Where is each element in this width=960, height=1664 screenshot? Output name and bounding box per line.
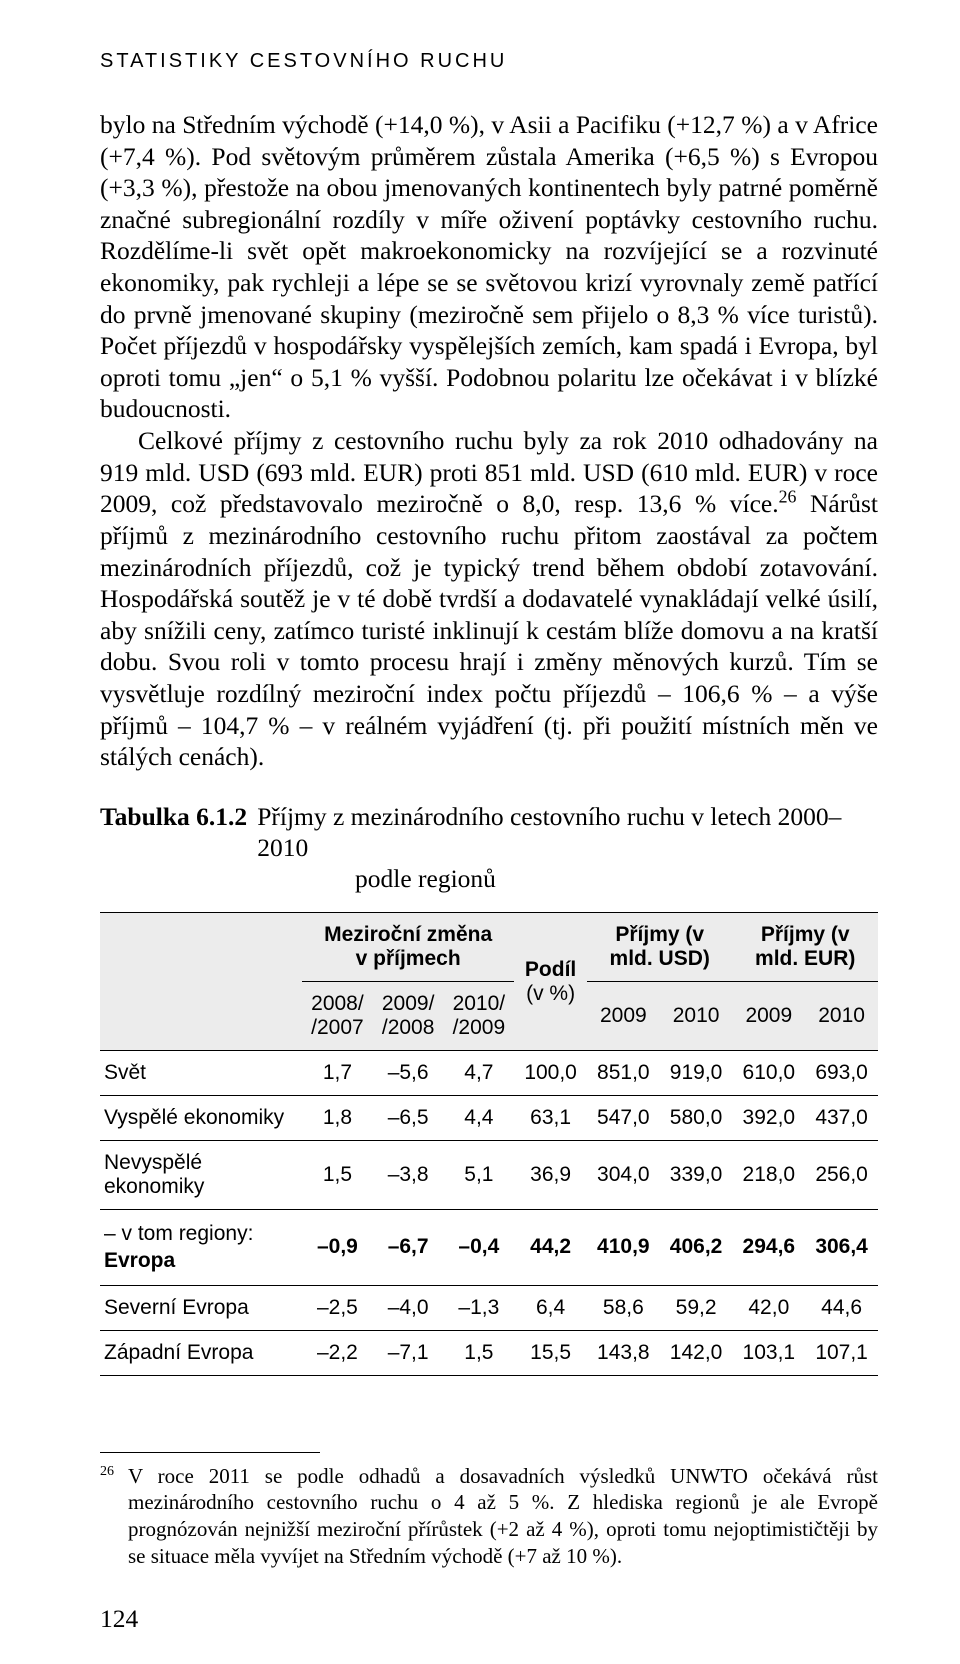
th-eur-2009: 2009 (732, 982, 805, 1051)
table-row: Nevyspělé ekonomiky1,5–3,85,136,9304,033… (100, 1141, 878, 1210)
footnote: 26 V roce 2011 se podle odhadů a dosavad… (100, 1463, 878, 1571)
cell: 6,4 (514, 1285, 587, 1330)
row-label: Nevyspělé ekonomiky (100, 1141, 302, 1210)
paragraph-2-part-a: Celkové příjmy z cestovního ruchu byly z… (100, 426, 878, 518)
cell: 851,0 (587, 1051, 660, 1096)
cell: 1,5 (444, 1330, 515, 1375)
paragraph-1: bylo na Středním východě (+14,0 %), v As… (100, 109, 878, 425)
row-label: Severní Evropa (100, 1285, 302, 1330)
cell: 143,8 (587, 1330, 660, 1375)
th-usd-2010: 2010 (660, 982, 733, 1051)
data-table: Meziroční změna v příjmech Podíl (v %) P… (100, 912, 878, 1376)
cell: 100,0 (514, 1051, 587, 1096)
cell: –0,4 (444, 1210, 515, 1286)
table-body: Svět1,7–5,64,7100,0851,0919,0610,0693,0V… (100, 1051, 878, 1376)
th-group-usd: Příjmy (v mld. USD) (587, 913, 732, 982)
cell: 1,8 (302, 1096, 373, 1141)
row-label: – v tom regiony:Evropa (100, 1210, 302, 1286)
cell: –0,9 (302, 1210, 373, 1286)
cell: 1,5 (302, 1141, 373, 1210)
cell: 406,2 (660, 1210, 733, 1286)
cell: –7,1 (373, 1330, 444, 1375)
row-label: Vyspělé ekonomiky (100, 1096, 302, 1141)
th-podil-top: Podíl (525, 958, 576, 981)
cell: 437,0 (805, 1096, 878, 1141)
cell: 15,5 (514, 1330, 587, 1375)
table-caption: Tabulka 6.1.2 Příjmy z mezinárodního ces… (100, 801, 878, 864)
cell: 142,0 (660, 1330, 733, 1375)
table-row: Severní Evropa–2,5–4,0–1,36,458,659,242,… (100, 1285, 878, 1330)
th-eur-2010: 2010 (805, 982, 878, 1051)
page: STATISTIKY CESTOVNÍHO RUCHU bylo na Stře… (0, 0, 960, 1664)
cell: –4,0 (373, 1285, 444, 1330)
cell: –6,5 (373, 1096, 444, 1141)
cell: –1,3 (444, 1285, 515, 1330)
th-empty (100, 913, 302, 1051)
cell: 339,0 (660, 1141, 733, 1210)
table-row: Vyspělé ekonomiky1,8–6,54,463,1547,0580,… (100, 1096, 878, 1141)
paragraph-2: Celkové příjmy z cestovního ruchu byly z… (100, 425, 878, 773)
cell: 392,0 (732, 1096, 805, 1141)
th-podil-bot: (v %) (526, 982, 575, 1005)
cell: 547,0 (587, 1096, 660, 1141)
cell: 218,0 (732, 1141, 805, 1210)
th-podil: Podíl (v %) (514, 913, 587, 1051)
cell: 580,0 (660, 1096, 733, 1141)
cell: 58,6 (587, 1285, 660, 1330)
cell: 36,9 (514, 1141, 587, 1210)
cell: 42,0 (732, 1285, 805, 1330)
cell: 410,9 (587, 1210, 660, 1286)
cell: 4,4 (444, 1096, 515, 1141)
row-label: Svět (100, 1051, 302, 1096)
cell: 693,0 (805, 1051, 878, 1096)
th-2010-2009: 2010/ /2009 (444, 982, 515, 1051)
th-2009-2008: 2009/ /2008 (373, 982, 444, 1051)
cell: 306,4 (805, 1210, 878, 1286)
paragraph-2-part-b: Nárůst příjmů z mezinárodního cestovního… (100, 489, 878, 771)
cell: 4,7 (444, 1051, 515, 1096)
cell: 107,1 (805, 1330, 878, 1375)
table-row: Západní Evropa–2,2–7,11,515,5143,8142,01… (100, 1330, 878, 1375)
footnote-text: V roce 2011 se podle odhadů a dosavadníc… (128, 1463, 878, 1571)
cell: 919,0 (660, 1051, 733, 1096)
cell: –5,6 (373, 1051, 444, 1096)
cell: 1,7 (302, 1051, 373, 1096)
page-number: 124 (100, 1604, 878, 1634)
cell: 103,1 (732, 1330, 805, 1375)
th-group-eur: Příjmy (v mld. EUR) (732, 913, 878, 982)
cell: –6,7 (373, 1210, 444, 1286)
table-caption-label: Tabulka 6.1.2 (100, 801, 247, 864)
table-row: Svět1,7–5,64,7100,0851,0919,0610,0693,0 (100, 1051, 878, 1096)
row-label: Západní Evropa (100, 1330, 302, 1375)
cell: 44,6 (805, 1285, 878, 1330)
cell: 59,2 (660, 1285, 733, 1330)
body-text-block: bylo na Středním východě (+14,0 %), v As… (100, 109, 878, 773)
cell: 63,1 (514, 1096, 587, 1141)
cell: –2,2 (302, 1330, 373, 1375)
table-caption-text-line1: Příjmy z mezinárodního cestovního ruchu … (257, 801, 878, 864)
footnote-ref-26: 26 (779, 487, 797, 507)
cell: 256,0 (805, 1141, 878, 1210)
cell: –2,5 (302, 1285, 373, 1330)
table-row: – v tom regiony:Evropa–0,9–6,7–0,444,241… (100, 1210, 878, 1286)
cell: 294,6 (732, 1210, 805, 1286)
cell: 44,2 (514, 1210, 587, 1286)
footnote-number: 26 (100, 1463, 118, 1571)
cell: 304,0 (587, 1141, 660, 1210)
cell: –3,8 (373, 1141, 444, 1210)
footnote-separator (100, 1452, 320, 1453)
th-2008-2007: 2008/ /2007 (302, 982, 373, 1051)
table-caption-text-line2: podle regionů (355, 864, 878, 894)
th-usd-2009: 2009 (587, 982, 660, 1051)
cell: 5,1 (444, 1141, 515, 1210)
running-head: STATISTIKY CESTOVNÍHO RUCHU (100, 50, 878, 73)
cell: 610,0 (732, 1051, 805, 1096)
th-group-change: Meziroční změna v příjmech (302, 913, 514, 982)
